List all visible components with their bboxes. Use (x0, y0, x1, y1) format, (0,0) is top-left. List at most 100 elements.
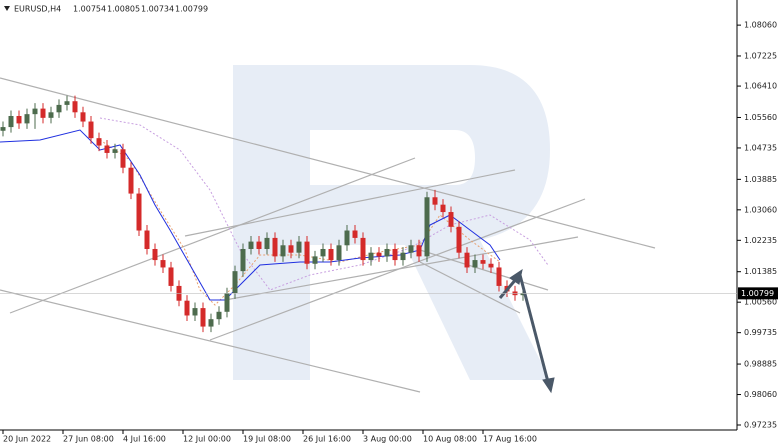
candle-body (136, 193, 142, 231)
y-tick-label: 0.98885 (744, 360, 777, 369)
candle-body (232, 271, 238, 294)
symbol: EURUSD,H4 (14, 5, 61, 14)
candle-body (280, 245, 286, 257)
trend-line (419, 249, 549, 291)
header: EURUSD,H4 1.00754 1.00805 1.00734 1.0079… (4, 5, 208, 14)
candle-body (264, 237, 270, 249)
candle-body (16, 115, 22, 124)
candle-body (320, 248, 326, 257)
x-tick-label: 26 Jul 16:00 (303, 435, 351, 444)
candle-body (376, 252, 382, 257)
trend-lines (0, 77, 656, 393)
candle-body (448, 212, 454, 227)
y-tick-label: 0.98060 (744, 390, 777, 399)
last-open: 1.00754 (73, 5, 106, 14)
candle-body (64, 101, 70, 105)
arrow-head (542, 377, 555, 394)
candle-body (168, 267, 174, 286)
candle-body (88, 121, 94, 139)
candle-body (200, 308, 206, 327)
y-tick-label: 1.05560 (744, 113, 777, 122)
candle-body (344, 230, 350, 246)
candles (0, 95, 526, 333)
y-tick-label: 1.03885 (744, 175, 777, 184)
candle-body (240, 248, 246, 272)
y-tick-label: 1.04735 (744, 143, 777, 152)
candle-body (384, 248, 390, 257)
candle-body (312, 256, 318, 264)
candle-body (496, 267, 502, 286)
candle-body (192, 308, 198, 316)
candle-body (8, 115, 14, 128)
x-tick-label: 19 Jul 08:00 (243, 435, 291, 444)
y-tick-label: 1.08060 (744, 21, 777, 30)
ichimoku-cloud (99, 139, 501, 306)
candle-body (464, 252, 470, 268)
candle-body (408, 245, 414, 253)
candle-body (104, 145, 110, 153)
candle-body (80, 112, 86, 122)
trend-line (184, 169, 516, 237)
y-tick-label: 1.03060 (744, 205, 777, 214)
candle-body (336, 245, 342, 261)
candle-body (72, 101, 78, 113)
candle-body (392, 248, 398, 261)
last-close: 1.00799 (175, 5, 208, 14)
trend-line (0, 77, 656, 249)
y-tick-label: 1.02235 (744, 236, 777, 245)
candle-body (440, 204, 446, 213)
x-tick-label: 27 Jun 08:00 (63, 435, 114, 444)
candle-body (56, 104, 62, 113)
x-tick-label: 10 Aug 08:00 (423, 435, 477, 444)
candle-body (416, 245, 422, 257)
y-tick-label: 1.06410 (744, 82, 777, 91)
candle-body (128, 167, 134, 194)
candle-body (48, 112, 54, 118)
arrow (518, 274, 550, 383)
x-tick-label: 4 Jul 16:00 (123, 435, 166, 444)
menu-triangle (4, 6, 10, 11)
candle-body (160, 260, 166, 268)
trend-line (224, 236, 579, 301)
y-tick-label: 1.01385 (744, 267, 777, 276)
current-price-box (738, 287, 778, 300)
candle-body (24, 114, 30, 124)
candle-body (96, 138, 102, 146)
candle-body (424, 197, 430, 257)
x-tick-label: 12 Jul 00:00 (183, 435, 231, 444)
current-price-label: 1.00799 (741, 289, 774, 298)
trend-line (0, 289, 421, 393)
candle-body (520, 293, 526, 296)
candle-body (488, 263, 494, 268)
candle-body (216, 311, 222, 320)
watermark (233, 65, 550, 380)
candle-body (248, 241, 254, 249)
candle-body (32, 108, 38, 115)
candle-body (432, 197, 438, 205)
candle-body (224, 293, 230, 312)
candle-body (480, 260, 486, 264)
candle-body (112, 149, 118, 153)
candle-body (456, 226, 462, 253)
candle-body (296, 241, 302, 253)
x-tick-label: 20 Jun 2022 (3, 435, 51, 444)
candle-body (152, 248, 158, 261)
candle-body (208, 319, 214, 327)
kijun-line (0, 129, 501, 301)
forecast-arrows (498, 268, 555, 394)
candle-body (352, 230, 358, 238)
candle-body (144, 230, 150, 249)
candle-body (40, 108, 46, 118)
y-tick-label: 1.07225 (744, 51, 777, 60)
candle-body (184, 300, 190, 316)
candle-body (328, 248, 334, 261)
candle-body (472, 260, 478, 268)
y-tick-label: 1.00560 (744, 298, 777, 307)
candle-body (120, 149, 126, 168)
x-tick-label: 17 Aug 16:00 (483, 435, 537, 444)
last-high: 1.00805 (107, 5, 140, 14)
x-tick-label: 3 Aug 00:00 (363, 435, 412, 444)
candle-body (400, 252, 406, 261)
